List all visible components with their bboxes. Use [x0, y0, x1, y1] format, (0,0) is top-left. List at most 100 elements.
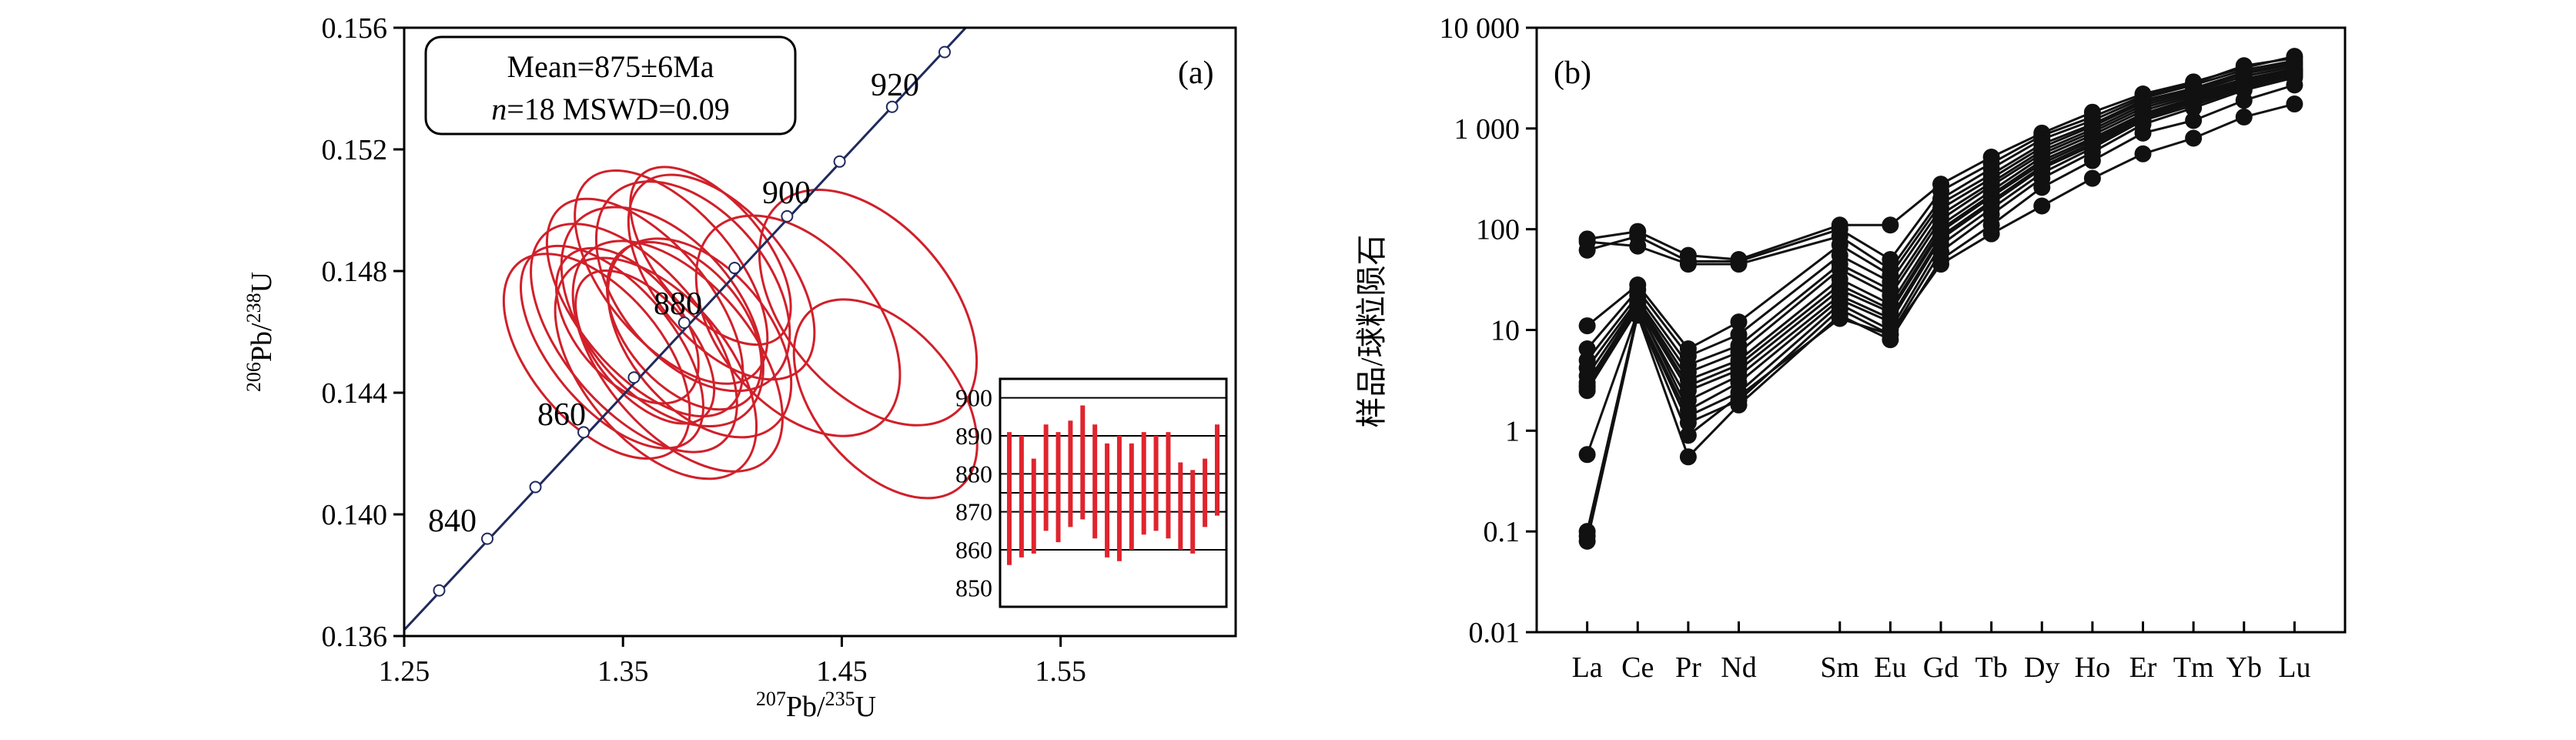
ree-point-s4-Nd — [1730, 313, 1748, 331]
ree-point-s16-Pr — [1679, 427, 1697, 444]
concordia-age-marker-4 — [577, 426, 590, 439]
age-label-900: 900 — [762, 176, 811, 211]
analysis-ellipse-2 — [560, 206, 764, 428]
ree-point-s1-Eu — [1882, 216, 1899, 234]
ree-point-s12-La — [1578, 377, 1596, 394]
ree-point-s4-La — [1578, 317, 1596, 335]
concordia-age-marker-2 — [481, 532, 493, 545]
concordia-line — [404, 28, 968, 631]
inset-tick-label-900: 900 — [955, 384, 992, 412]
analysis-ellipse-13 — [502, 253, 691, 460]
panel-b-label: (b) — [1554, 55, 1591, 91]
analysis-ellipse-10 — [629, 166, 792, 347]
ree-point-s15-Ho — [2083, 152, 2101, 169]
b-x-tick-label-Dy: Dy — [2024, 651, 2059, 684]
ree-point-s3-La — [1578, 233, 1596, 251]
y-axis-ticks: 0.136 0.140 0.144 0.148 0.152 0.156 — [322, 12, 404, 653]
age-label-840: 840 — [428, 504, 477, 539]
stats-n-mswd: n=18 MSWD=0.09 — [491, 92, 730, 126]
b-y-tick-label-4: 100 — [1476, 214, 1520, 246]
b-y-tick-label-6: 10 000 — [1440, 12, 1521, 45]
inset-tick-label-860: 860 — [955, 536, 992, 564]
inset-tick-label-880: 880 — [955, 460, 992, 487]
x-tick-label-1.45: 1.45 — [816, 655, 868, 688]
y-axis-title: 206Pb/238U — [243, 272, 278, 392]
b-x-tick-label-Lu: Lu — [2278, 651, 2310, 684]
ree-point-s14-Tm — [2185, 99, 2203, 117]
x-tick-label-1.55: 1.55 — [1035, 655, 1086, 688]
ree-point-s16-Eu — [1882, 326, 1899, 343]
b-x-tick-label-Nd: Nd — [1721, 651, 1756, 684]
concordia-age-marker-3 — [529, 480, 542, 494]
ree-point-s13-La — [1578, 446, 1596, 464]
b-y-tick-label-0: 0.01 — [1469, 617, 1521, 649]
y-tick-label-0.152: 0.152 — [322, 134, 388, 166]
ree-point-s16-Yb — [2235, 108, 2253, 126]
age-label-920: 920 — [871, 68, 919, 103]
analysis-ellipse-12 — [555, 246, 700, 405]
inset-tick-label-850: 850 — [955, 574, 992, 601]
concordia-age-marker-1 — [433, 584, 446, 597]
b-y-tick-label-1: 0.1 — [1484, 516, 1521, 548]
ree-point-s15-Yb — [2235, 92, 2253, 109]
panel-a-label: (a) — [1178, 55, 1214, 91]
x-axis-title: 207Pb/235U — [756, 688, 876, 723]
ree-series-line-16 — [1586, 102, 2295, 537]
inset-tick-label-870: 870 — [955, 498, 992, 526]
ree-point-s16-Dy — [2033, 197, 2051, 215]
y-axis-title: 样品/球粒陨石 — [1354, 234, 1389, 427]
ree-point-s3-Pr — [1679, 256, 1697, 273]
ree-point-s16-Tb — [1982, 225, 2000, 243]
b-x-tick-label-Yb: Yb — [2226, 651, 2262, 684]
analysis-ellipse-9 — [554, 256, 758, 480]
ree-point-s15-Er — [2134, 124, 2152, 142]
b-x-tick-label-Sm: Sm — [1820, 651, 1859, 684]
concordia-age-marker-7 — [728, 262, 741, 275]
y-tick-label-0.144: 0.144 — [322, 377, 388, 410]
ree-series-line-11 — [1586, 72, 2295, 402]
b-y-tick-label-3: 10 — [1490, 315, 1520, 347]
stats-box — [424, 35, 797, 136]
analysis-ellipse-16 — [694, 214, 902, 437]
ree-point-s15-Dy — [2033, 179, 2051, 196]
x-axis-ticks: 1.25 1.35 1.45 1.55 — [379, 636, 1086, 688]
y-axis-ticks: 0.01 0.1 1 10 100 1 000 10 000 — [1440, 12, 1537, 649]
b-y-tick-label-5: 1 000 — [1454, 113, 1521, 146]
ree-point-s16-Er — [2134, 145, 2152, 162]
ree-series-line-15 — [1586, 83, 2295, 542]
weighted-mean-inset: 850 860 870 880 890 900 — [955, 377, 1228, 608]
analysis-ellipse-6 — [520, 244, 704, 450]
y-tick-label-0.148: 0.148 — [322, 256, 388, 288]
ree-point-s16-Lu — [2286, 95, 2303, 113]
age-label-880: 880 — [654, 286, 702, 322]
ree-point-s16-Tm — [2185, 129, 2203, 147]
inset-age-bars — [1007, 405, 1219, 565]
concordia-curve — [404, 28, 968, 631]
analysis-ellipse-18 — [792, 298, 979, 500]
ree-series-line-14 — [1586, 76, 2295, 532]
ree-point-s3-Ce — [1629, 237, 1647, 255]
b-x-tick-label-Er: Er — [2129, 651, 2157, 684]
concordia-age-marker-6 — [677, 316, 691, 330]
ree-point-s16-Ce — [1629, 305, 1647, 323]
ree-point-s3-Nd — [1730, 256, 1748, 273]
ree-point-s15-Pr — [1679, 448, 1697, 466]
concordia-age-marker-8 — [781, 209, 794, 223]
b-x-tick-label-Ce: Ce — [1621, 651, 1654, 684]
panel-b-ree-pattern: 0.01 0.1 1 10 100 1 000 10 000 La Ce Pr Nd Sm Eu Gd T… — [1354, 12, 2347, 684]
inset-y-ticks: 850 860 870 880 890 900 — [955, 384, 992, 602]
b-x-tick-label-Tb: Tb — [1975, 651, 2008, 684]
b-x-tick-label-Pr: Pr — [1675, 651, 1701, 684]
panel-a-frame — [403, 26, 1237, 638]
ree-point-s16-Ho — [2083, 169, 2101, 187]
analysis-ellipse-15 — [574, 269, 716, 425]
age-label-860: 860 — [537, 397, 586, 433]
y-tick-label-0.156: 0.156 — [322, 12, 388, 45]
y-tick-label-0.140: 0.140 — [322, 499, 388, 531]
concordia-age-marker-9 — [833, 155, 846, 168]
ree-point-s15-Lu — [2286, 76, 2303, 94]
inset-tick-label-890: 890 — [955, 422, 992, 450]
ree-point-s16-Gd — [1932, 256, 1949, 273]
ree-point-s16-Nd — [1730, 387, 1748, 405]
analysis-ellipse-17 — [758, 189, 979, 427]
